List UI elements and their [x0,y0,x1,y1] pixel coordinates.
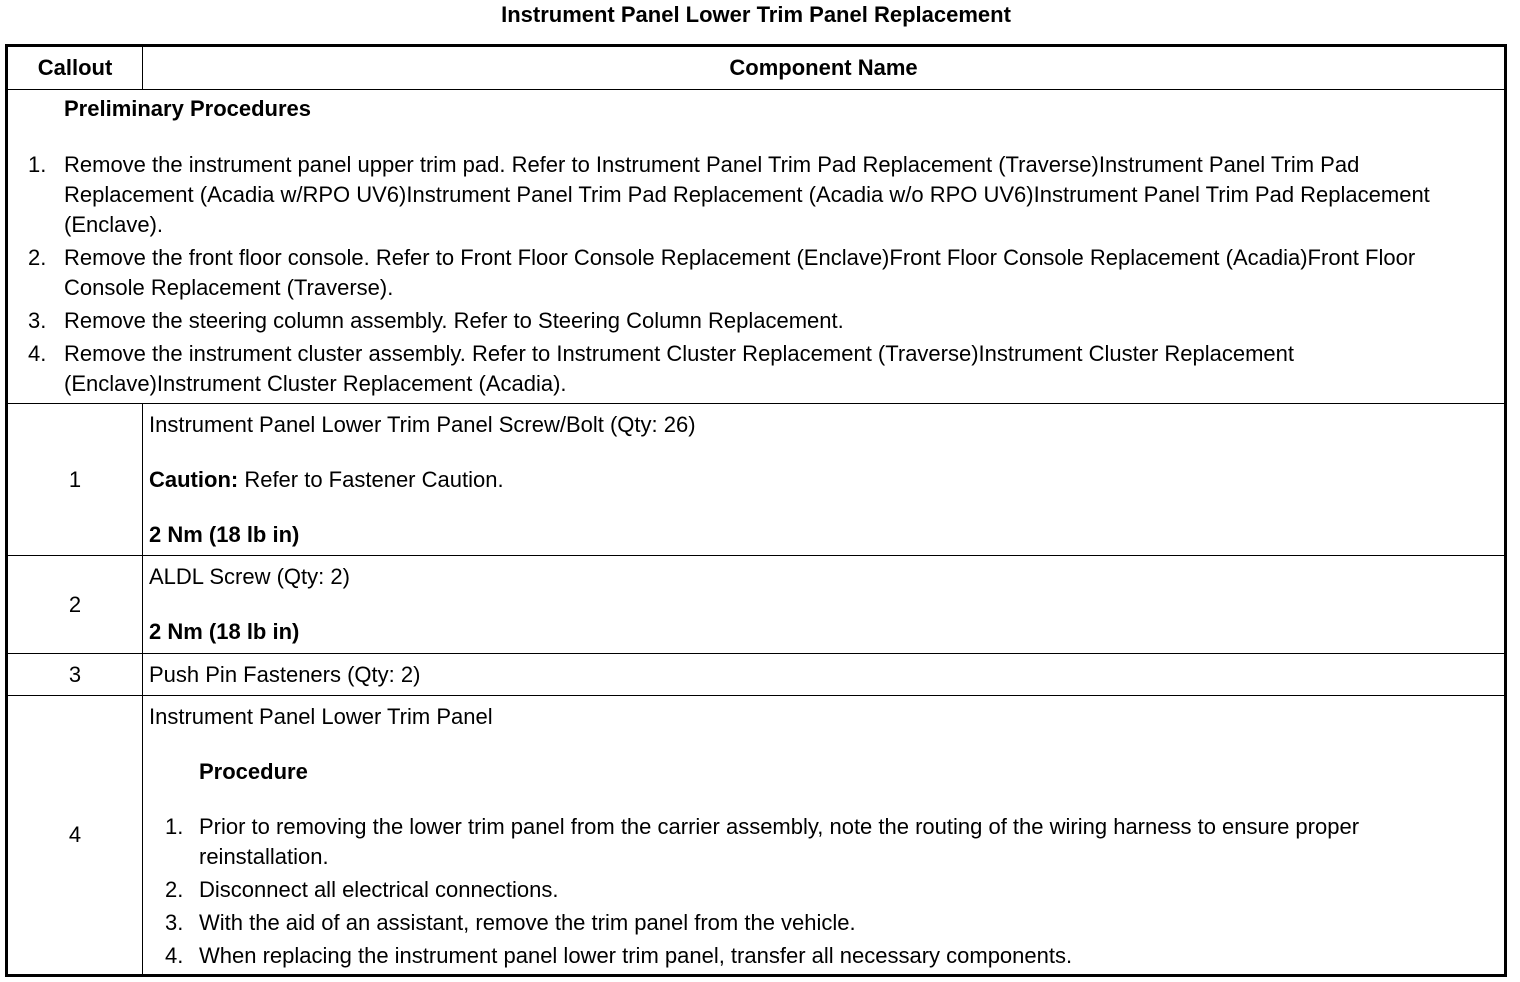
step-text: Remove the steering column assembly. Ref… [64,308,844,333]
caution-note: Caution: Refer to Fastener Caution. [149,465,1504,495]
procedure-heading: Procedure [199,759,308,784]
component-name: Instrument Panel Lower Trim Panel Screw/… [149,412,696,437]
step-number: 2. [165,877,184,902]
torque-spec: 2 Nm (18 lb in) [149,522,300,547]
list-item: 1. Remove the instrument panel upper trim… [8,150,1486,240]
component-cell: Push Pin Fasteners (Qty: 2) [142,653,1506,696]
preliminary-heading: Preliminary Procedures [64,96,312,121]
list-item: 4. Remove the instrument cluster assembly… [8,339,1486,399]
step-text: Prior to removing the lower trim panel f… [199,814,1360,869]
preliminary-steps: 1. Remove the instrument panel upper trim… [8,150,1486,399]
step-number: 1. [165,814,184,839]
caution-label: Caution: [149,467,239,492]
table-row: 1 Instrument Panel Lower Trim Panel Scre… [6,403,1506,556]
caution-text: Refer to Fastener Caution. [238,467,504,492]
callout-header: Callout [6,45,143,90]
table-row: 2 ALDL Screw (Qty: 2) 2 Nm (18 lb in) [6,555,1506,654]
component-name: ALDL Screw (Qty: 2) [149,564,350,589]
list-item: 1. Prior to removing the lower trim panel… [149,812,1444,872]
list-item: 3. With the aid of an assistant, remove t… [149,908,1444,938]
step-text: Remove the instrument cluster assembly. … [64,341,1295,396]
step-text: Remove the instrument panel upper trim p… [64,152,1430,237]
step-text: Disconnect all electrical connections. [199,877,559,902]
list-item: 2. Remove the front floor console. Refer … [8,243,1486,303]
preliminary-procedures: Preliminary Procedures 1. Remove the inst… [6,89,1506,404]
step-text: When replacing the instrument panel lowe… [199,943,1073,968]
step-number: 3. [28,308,47,333]
step-number: 2. [28,245,47,270]
callout-cell: 4 [6,695,143,976]
step-number: 4. [165,943,184,968]
list-item: 2. Disconnect all electrical connections. [149,875,1444,905]
callout-cell: 1 [6,403,143,556]
components-table: Callout Component Name Preliminary Proce… [5,44,1507,977]
procedure-steps: 1. Prior to removing the lower trim panel… [149,812,1444,971]
document-title: Instrument Panel Lower Trim Panel Replac… [501,2,1011,27]
torque-spec: 2 Nm (18 lb in) [149,619,300,644]
component-cell: ALDL Screw (Qty: 2) 2 Nm (18 lb in) [142,555,1506,654]
step-text: Remove the front floor console. Refer to… [64,245,1416,300]
table-row: 4 Instrument Panel Lower Trim Panel Proc… [6,695,1506,976]
step-number: 4. [28,341,47,366]
callout-cell: 3 [6,653,143,696]
list-item: 3. Remove the steering column assembly. R… [8,306,1486,336]
step-number: 1. [28,152,47,177]
component-name: Instrument Panel Lower Trim Panel [149,704,493,729]
preliminary-row: Preliminary Procedures 1. Remove the inst… [6,89,1506,404]
component-name: Push Pin Fasteners (Qty: 2) [149,661,421,687]
component-cell: Instrument Panel Lower Trim Panel Proced… [142,695,1506,976]
component-cell: Instrument Panel Lower Trim Panel Screw/… [142,403,1506,556]
callout-cell: 2 [6,555,143,654]
step-text: With the aid of an assistant, remove the… [199,910,856,935]
step-number: 3. [165,910,184,935]
table-row: 3 Push Pin Fasteners (Qty: 2) [6,653,1506,696]
header-row: Callout Component Name [6,45,1506,90]
component-name-header: Component Name [142,45,1506,90]
list-item: 4. When replacing the instrument panel lo… [149,941,1444,971]
